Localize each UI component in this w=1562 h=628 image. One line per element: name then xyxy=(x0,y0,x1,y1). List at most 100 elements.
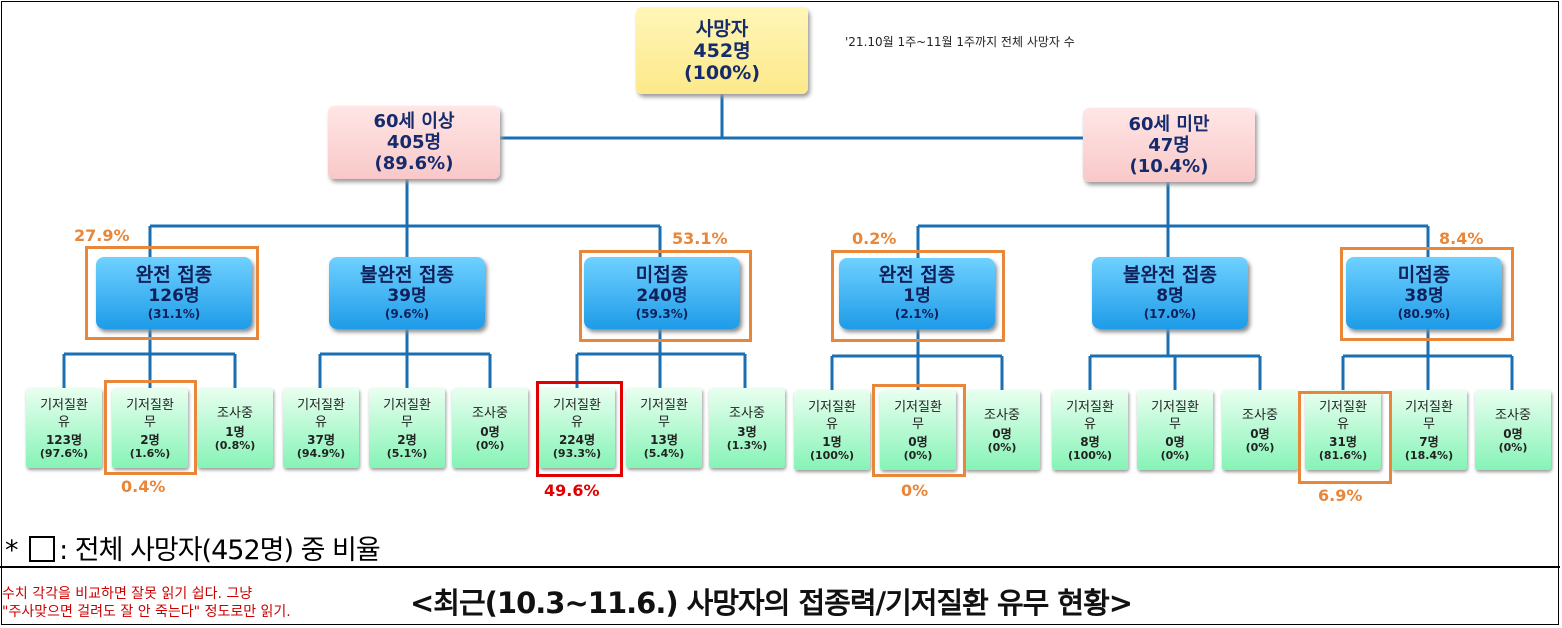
leaf-label: 기저질환 xyxy=(808,399,856,415)
leaf-pct: (93.3%) xyxy=(552,446,602,460)
leaf-label: 기저질환 xyxy=(894,399,942,415)
leaf-node: 기저질환 유 224명 (93.3%) xyxy=(539,388,615,468)
leaf-pct: (0%) xyxy=(987,440,1017,454)
legend: * : 전체 사망자(452명) 중 비율 xyxy=(5,528,381,567)
leaf-sublabel: 유 xyxy=(1337,416,1349,432)
share-label: 8.4% xyxy=(1439,229,1484,248)
share-label: 0% xyxy=(901,481,929,500)
leaf-count: 1명 xyxy=(822,434,842,449)
leaf-pct: (100%) xyxy=(809,448,855,462)
leaf-node: 기저질환 무 7명 (18.4%) xyxy=(1391,390,1467,470)
leaf-node: 기저질환 무 2명 (1.6%) xyxy=(112,388,188,468)
root-title: 사망자 xyxy=(695,17,749,40)
root-pct: (100%) xyxy=(683,61,761,84)
share-label: 6.9% xyxy=(1318,486,1363,505)
age-group-60plus: 60세 이상 405명 (89.6%) xyxy=(328,106,500,179)
leaf-pct: (81.6%) xyxy=(1318,448,1368,462)
leaf-node: 기저질환 유 31명 (81.6%) xyxy=(1305,390,1381,470)
share-label: 27.9% xyxy=(74,226,130,245)
leaf-node: 기저질환 유 37명 (94.9%) xyxy=(283,388,359,468)
leaf-node: 조사중 0명 (0%) xyxy=(964,390,1040,470)
vac-count: 1명 xyxy=(903,286,931,306)
leaf-label: 기저질환 xyxy=(383,397,431,413)
leaf-label: 기저질환 xyxy=(1319,399,1367,415)
leaf-node: 기저질환 유 8명 (100%) xyxy=(1052,390,1128,470)
leaf-label: 기저질환 xyxy=(1405,399,1453,415)
leaf-pct: (97.6%) xyxy=(39,446,89,460)
highlight-frame xyxy=(872,384,966,477)
age-group-under60: 60세 미만 47명 (10.4%) xyxy=(1083,108,1255,182)
age-group-count: 405명 xyxy=(386,132,442,153)
vac-node-unvax-under60: 미접종 38명 (80.9%) xyxy=(1346,257,1502,329)
leaf-label: 조사중 xyxy=(729,405,765,421)
vac-node-full-under60: 완전 접종 1명 (2.1%) xyxy=(839,258,995,329)
leaf-label: 기저질환 xyxy=(1066,399,1114,415)
leaf-count: 31명 xyxy=(1329,434,1357,449)
leaf-label: 기저질환 xyxy=(40,397,88,413)
vac-title: 불완전 접종 xyxy=(1122,263,1217,286)
vac-pct: (80.9%) xyxy=(1397,306,1451,321)
leaf-label: 조사중 xyxy=(1242,407,1278,423)
leaf-count: 8명 xyxy=(1080,434,1100,449)
leaf-label: 기저질환 xyxy=(553,397,601,413)
legend-asterisk: * xyxy=(5,535,18,566)
vac-count: 240명 xyxy=(636,285,688,306)
leaf-pct: (5.4%) xyxy=(643,446,685,460)
vac-node-partial-60plus: 불완전 접종 39명 (9.6%) xyxy=(329,257,485,329)
highlight-frame xyxy=(579,250,752,342)
leaf-pct: (5.1%) xyxy=(386,446,428,460)
highlight-frame xyxy=(1298,391,1392,484)
red-comment: 수치 각각을 비교하면 잘못 읽기 쉽다. 그냥 "주사맞으면 걸려도 잘 안 … xyxy=(2,585,291,621)
highlight-frame xyxy=(831,250,1005,342)
leaf-label: 기저질환 xyxy=(640,397,688,413)
leaf-node: 조사중 1명 (0.8%) xyxy=(197,388,273,468)
age-group-pct: (10.4%) xyxy=(1129,155,1209,177)
vac-node-partial-under60: 불완전 접종 8명 (17.0%) xyxy=(1092,257,1248,329)
leaf-sublabel: 무 xyxy=(401,414,413,430)
leaf-node: 기저질환 유 1명 (100%) xyxy=(794,390,870,470)
leaf-label: 기저질환 xyxy=(297,397,345,413)
leaf-node: 기저질환 무 0명 (0%) xyxy=(880,390,956,470)
legend-square-icon xyxy=(29,536,56,562)
leaf-node: 기저질환 무 2명 (5.1%) xyxy=(369,388,445,468)
vac-count: 38명 xyxy=(1404,285,1444,306)
leaf-pct: (18.4%) xyxy=(1404,448,1454,462)
share-label-red: 49.6% xyxy=(544,481,600,500)
leaf-count: 2명 xyxy=(397,432,417,447)
leaf-pct: (0%) xyxy=(903,448,933,462)
leaf-count: 0명 xyxy=(480,424,500,439)
age-group-title: 60세 미만 xyxy=(1128,113,1210,135)
vac-node-full-60plus: 완전 접종 126명 (31.1%) xyxy=(96,257,252,329)
leaf-node: 기저질환 유 123명 (97.6%) xyxy=(26,388,102,468)
leaf-count: 3명 xyxy=(737,424,757,439)
vac-count: 8명 xyxy=(1156,285,1184,306)
vac-title: 불완전 접종 xyxy=(359,263,454,286)
vac-title: 미접종 xyxy=(635,263,689,286)
vac-pct: (59.3%) xyxy=(635,306,689,321)
leaf-count: 0명 xyxy=(1250,426,1270,441)
leaf-sublabel: 유 xyxy=(571,414,583,430)
period-note: '21.10월 1주~11월 1주까지 전체 사망자 수 xyxy=(845,35,1075,49)
leaf-count: 37명 xyxy=(307,432,335,447)
highlight-frame-red xyxy=(536,381,623,477)
leaf-node: 기저질환 무 0명 (0%) xyxy=(1137,390,1213,470)
share-label: 0.2% xyxy=(852,229,897,248)
leaf-node: 조사중 3명 (1.3%) xyxy=(709,388,785,468)
leaf-label: 기저질환 xyxy=(1151,399,1199,415)
leaf-count: 123명 xyxy=(45,432,83,447)
leaf-node: 조사중 0명 (0%) xyxy=(452,388,528,468)
leaf-pct: (0.8%) xyxy=(214,438,256,452)
highlight-frame xyxy=(1340,247,1514,341)
vac-pct: (17.0%) xyxy=(1143,306,1197,321)
vac-title: 완전 접종 xyxy=(135,263,213,286)
leaf-sublabel: 유 xyxy=(315,414,327,430)
vac-title: 미접종 xyxy=(1397,263,1451,286)
leaf-count: 1명 xyxy=(225,424,245,439)
leaf-label: 조사중 xyxy=(472,405,508,421)
leaf-count: 0명 xyxy=(1165,434,1185,449)
vac-title: 완전 접종 xyxy=(878,264,956,286)
leaf-count: 0명 xyxy=(908,434,928,449)
leaf-pct: (1.3%) xyxy=(726,438,768,452)
leaf-label: 조사중 xyxy=(217,405,253,421)
